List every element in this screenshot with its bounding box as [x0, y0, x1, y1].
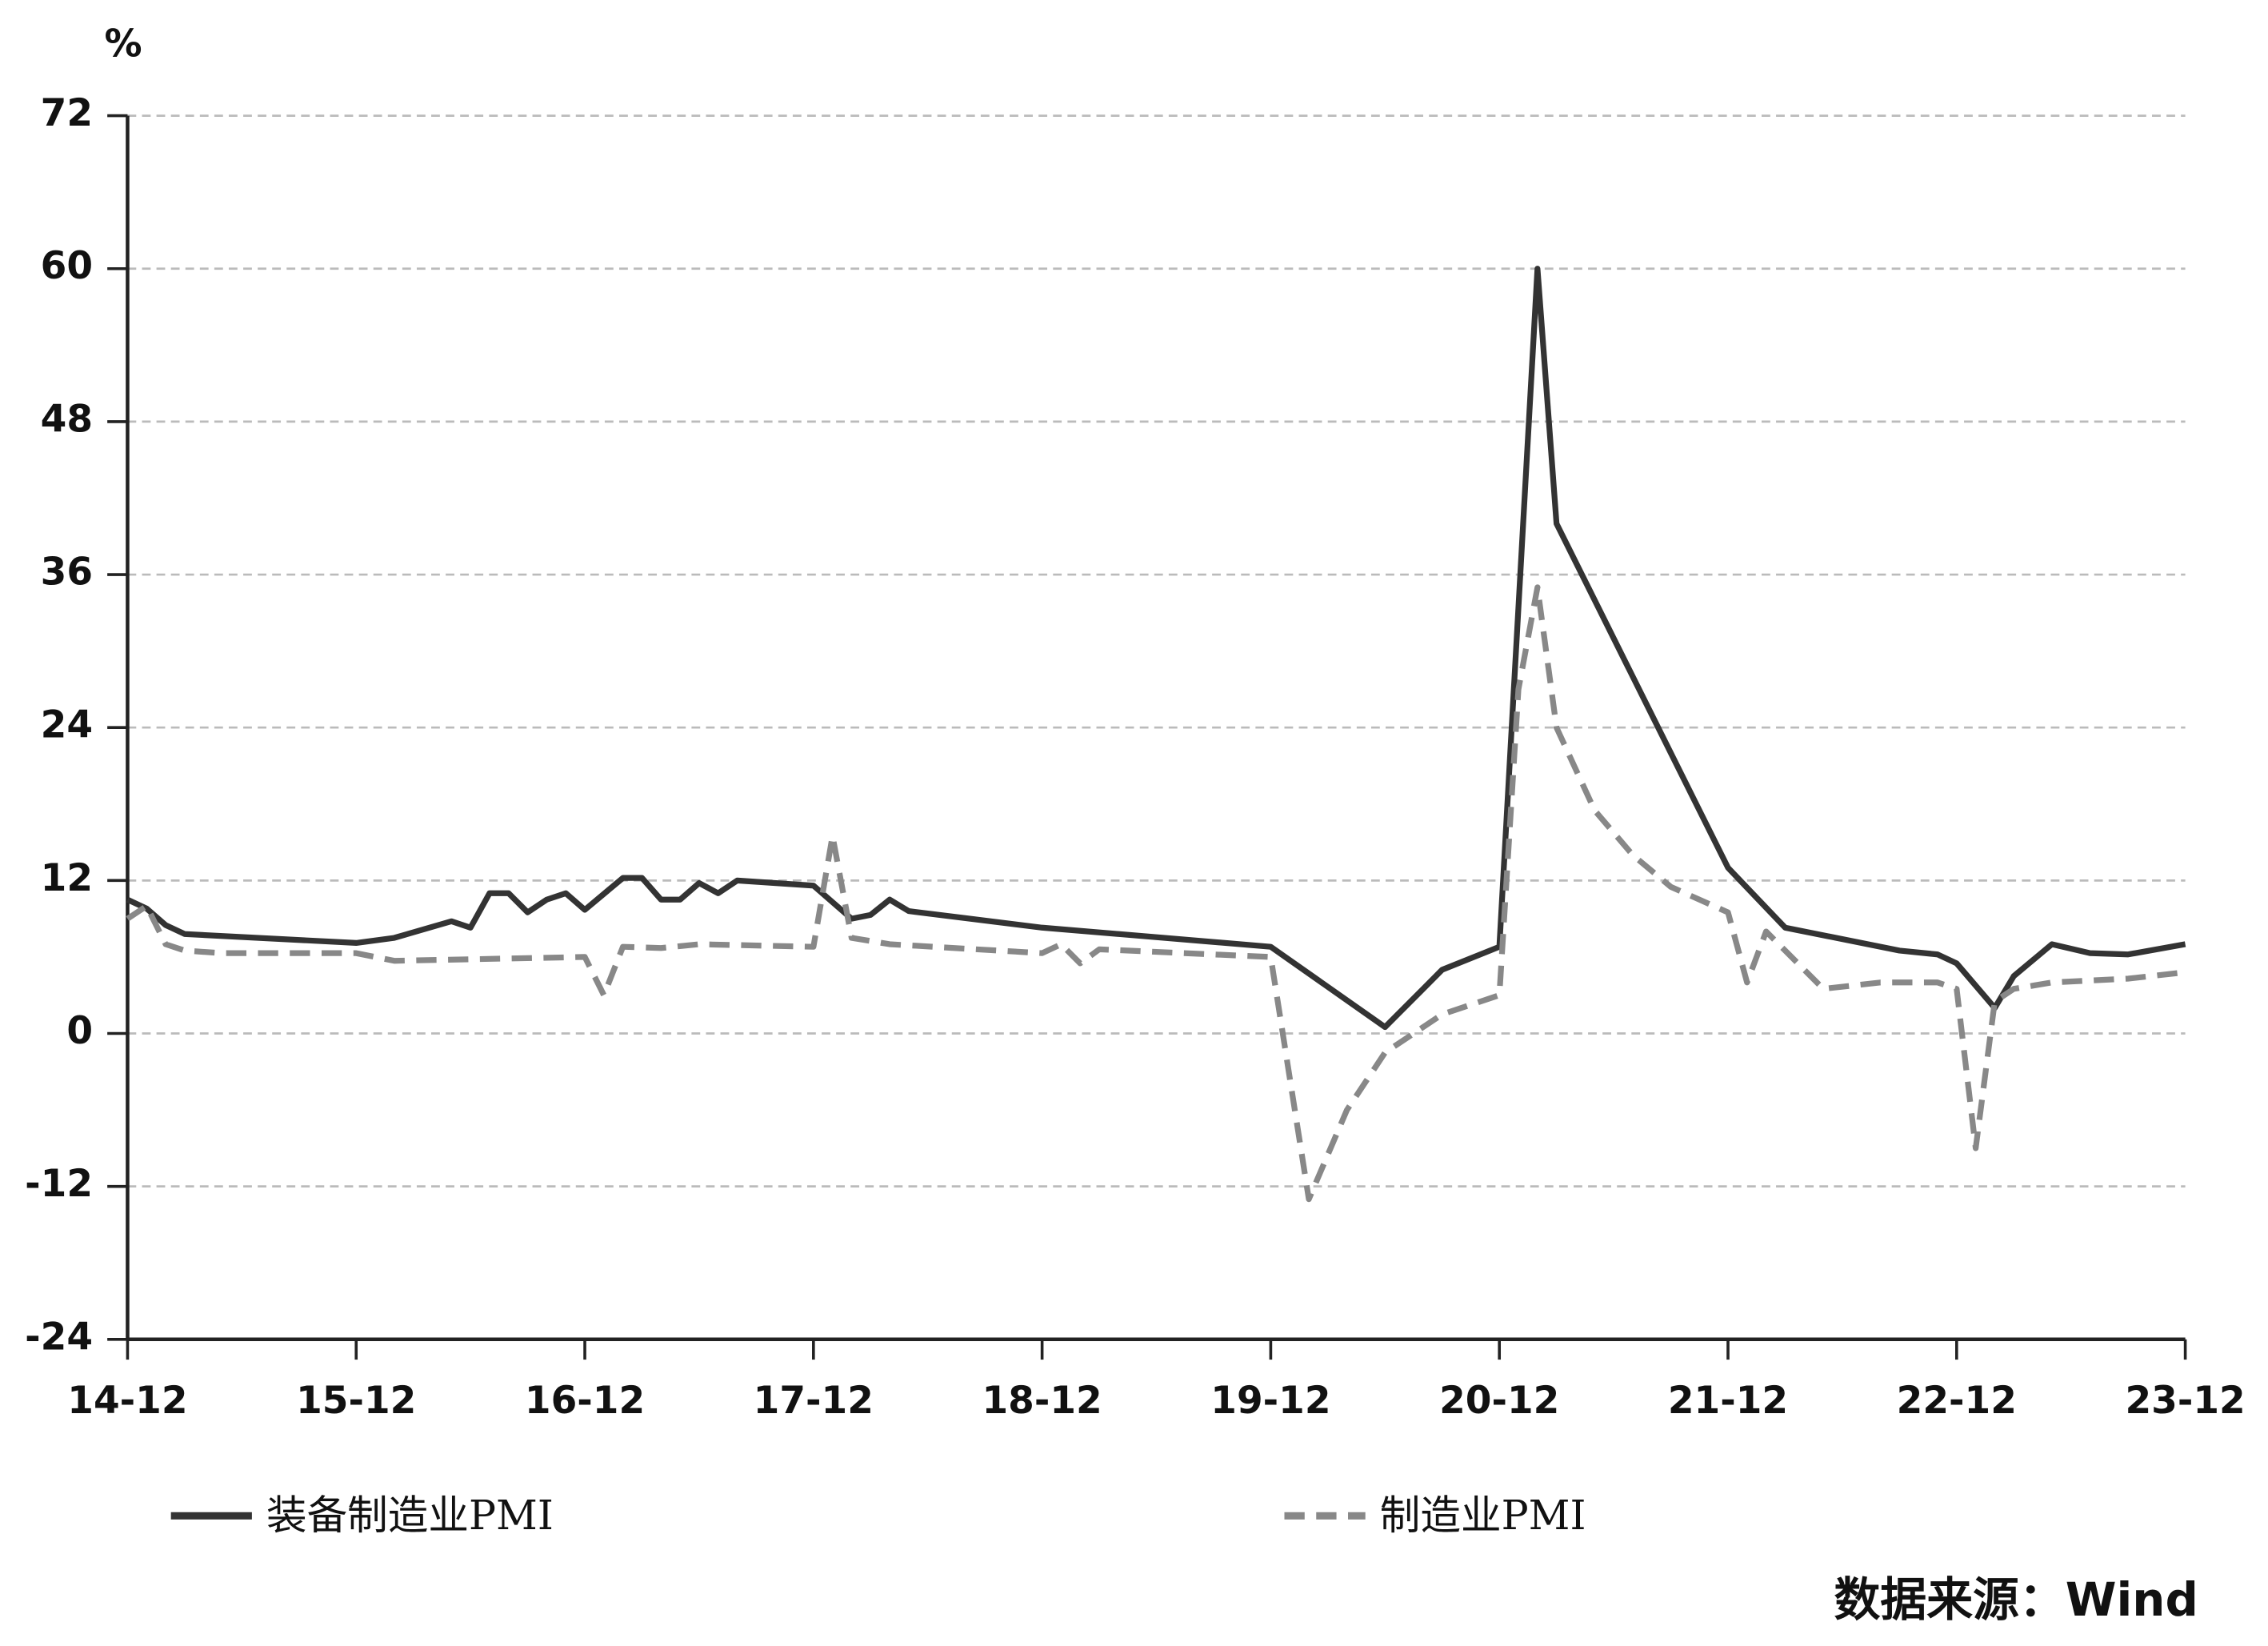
- x-tick-label: 16-12: [525, 1379, 645, 1423]
- y-tick-label: 24: [41, 703, 93, 747]
- y-unit: %: [105, 22, 142, 66]
- y-tick-label: 36: [41, 551, 93, 595]
- x-tick-label: 17-12: [754, 1379, 874, 1423]
- x-tick-label: 21-12: [1668, 1379, 1788, 1423]
- legend-label: 装备制造业PMI: [266, 1492, 554, 1539]
- y-tick-label: 48: [41, 397, 93, 441]
- y-tick-label: 12: [41, 856, 93, 900]
- x-tick-label: 23-12: [2125, 1379, 2245, 1423]
- x-tick-label: 19-12: [1210, 1379, 1330, 1423]
- x-tick-label: 15-12: [296, 1379, 416, 1423]
- x-tick-label: 20-12: [1439, 1379, 1559, 1423]
- legend-label: 制造业PMI: [1380, 1492, 1586, 1539]
- x-tick-label: 14-12: [67, 1379, 187, 1423]
- series-line: [126, 584, 2186, 1203]
- series-line: [126, 266, 2186, 1031]
- y-tick-label: 60: [41, 244, 93, 288]
- x-tick-label: 22-12: [1897, 1379, 2017, 1423]
- source-note: 数据来源：Wind: [1834, 1572, 2198, 1627]
- y-tick-label: -12: [25, 1162, 93, 1206]
- y-tick-label: 72: [41, 91, 93, 135]
- y-tick-label: -24: [25, 1315, 93, 1359]
- x-tick-label: 18-12: [982, 1379, 1102, 1423]
- y-tick-label: 0: [66, 1009, 93, 1053]
